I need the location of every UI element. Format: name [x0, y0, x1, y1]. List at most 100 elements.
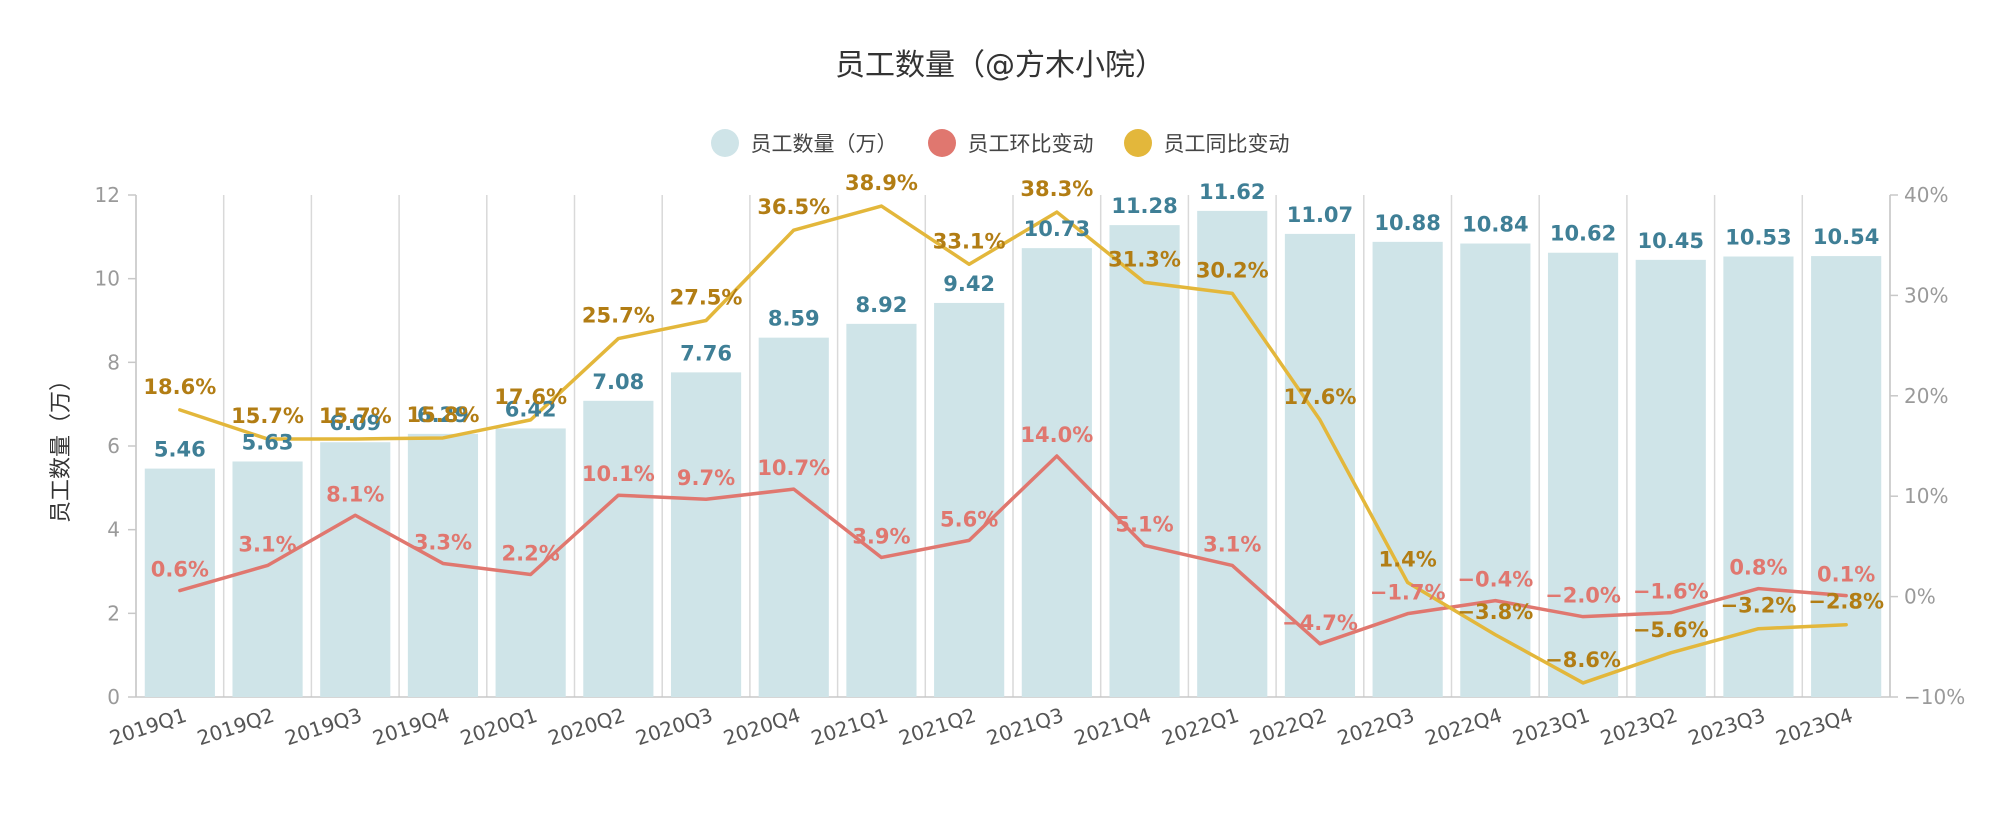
qoq-value-label: 14.0%: [1020, 423, 1093, 447]
qoq-value-label: 10.7%: [757, 456, 830, 480]
x-tick-label: 2022Q4: [1422, 703, 1505, 750]
yoy-value-label: 38.3%: [1020, 177, 1093, 201]
bar-value-label: 5.46: [154, 438, 206, 462]
yoy-value-label: 15.7%: [319, 404, 392, 428]
legend-label-qoq: 员工环比变动: [967, 132, 1094, 156]
qoq-line: [178, 454, 1848, 646]
yoy-value-label: −8.6%: [1545, 648, 1621, 672]
yoy-value-label: 1.4%: [1379, 548, 1437, 572]
yoy-line: [178, 204, 1848, 685]
qoq-value-label: 3.9%: [852, 524, 910, 548]
legend: 员工数量（万） 员工环比变动 员工同比变动: [0, 128, 2000, 158]
bar: [670, 372, 742, 697]
bar: [1109, 225, 1180, 697]
qoq-value-label: 5.1%: [1115, 512, 1173, 536]
bar-value-label: 10.53: [1725, 225, 1791, 249]
y2-tick-label: 20%: [1904, 384, 1948, 408]
yoy-value-label: 18.6%: [143, 375, 216, 399]
y-tick-label: 4: [107, 518, 120, 542]
legend-marker-qoq: [927, 129, 956, 157]
x-tick-label: 2020Q4: [720, 703, 803, 750]
bar-value-label: 11.62: [1199, 180, 1265, 204]
bar-value-label: 11.07: [1287, 203, 1353, 227]
bar-value-label: 7.08: [592, 370, 644, 394]
y-tick-label: 10: [95, 267, 120, 291]
yoy-value-label: 38.9%: [845, 171, 918, 195]
bar-value-label: 9.42: [943, 272, 995, 296]
x-tick-label: 2020Q3: [633, 703, 716, 750]
y-tick-label: 12: [95, 183, 120, 207]
yoy-value-label: 33.1%: [933, 229, 1006, 253]
yoy-value-label: 36.5%: [757, 195, 830, 219]
yoy-value-label: 17.6%: [494, 385, 567, 409]
x-tick-label: 2021Q4: [1071, 703, 1154, 750]
bar-value-label: 10.88: [1374, 211, 1440, 235]
qoq-value-label: 2.2%: [502, 542, 560, 566]
bar-value-label: 10.62: [1550, 222, 1616, 246]
y-tick-label: 2: [107, 601, 120, 625]
bar-value-label: 10.45: [1638, 229, 1704, 253]
x-tick-label: 2019Q3: [282, 703, 365, 750]
qoq-value-label: −0.4%: [1457, 568, 1533, 592]
bar-value-label: 8.59: [768, 307, 820, 331]
bar: [846, 323, 917, 697]
yoy-value-label: 31.3%: [1108, 247, 1181, 271]
bar: [758, 337, 829, 697]
qoq-value-label: 3.3%: [414, 530, 472, 554]
bar: [1547, 252, 1619, 698]
x-tick-label: 2022Q1: [1159, 703, 1242, 750]
bar: [1021, 248, 1092, 697]
x-tick-label: 2021Q1: [808, 703, 891, 750]
y-tick-label: 0: [107, 685, 120, 709]
yoy-value-label: −3.2%: [1721, 594, 1797, 618]
y2-tick-label: 40%: [1904, 183, 1948, 207]
qoq-value-label: 3.1%: [238, 532, 296, 556]
legend-item-yoy[interactable]: 员工同比变动: [1123, 128, 1290, 158]
qoq-value-label: 9.7%: [677, 466, 735, 490]
qoq-value-label: −4.7%: [1282, 611, 1358, 635]
bar: [1811, 256, 1882, 697]
yoy-value-label: 25.7%: [582, 304, 655, 328]
yoy-value-label: 15.8%: [407, 403, 480, 427]
yoy-value-label: −3.8%: [1457, 600, 1533, 624]
x-tick-label: 2020Q2: [545, 703, 628, 750]
bar: [232, 461, 303, 697]
qoq-value-label: 5.6%: [940, 507, 998, 531]
y-axis-title: 员工数量（万）: [49, 369, 74, 523]
x-tick-label: 2023Q4: [1773, 703, 1856, 750]
qoq-value-label: 8.1%: [326, 482, 384, 506]
legend-item-qoq[interactable]: 员工环比变动: [927, 128, 1094, 158]
x-tick-label: 2021Q2: [896, 703, 979, 750]
legend-label-headcount: 员工数量（万）: [750, 132, 898, 156]
bar: [583, 400, 654, 697]
y2-tick-label: −10%: [1904, 685, 1965, 709]
x-tick-label: 2021Q3: [983, 703, 1066, 750]
qoq-value-label: −1.6%: [1633, 580, 1709, 604]
yoy-value-label: −5.6%: [1633, 618, 1709, 642]
qoq-value-label: −2.0%: [1545, 584, 1621, 608]
bar: [495, 428, 566, 697]
bar-value-label: 10.84: [1462, 213, 1528, 237]
qoq-value-label: −1.7%: [1370, 581, 1446, 605]
yoy-value-label: −2.8%: [1808, 590, 1884, 614]
x-tick-label: 2022Q2: [1247, 703, 1330, 750]
bar: [320, 442, 391, 697]
bar-value-label: 6.29: [417, 403, 469, 427]
x-tick-label: 2023Q1: [1510, 703, 1593, 750]
legend-marker-yoy: [1123, 129, 1152, 157]
y2-tick-label: 10%: [1904, 484, 1948, 508]
bar: [1460, 243, 1531, 697]
bar: [1635, 259, 1706, 697]
chart-title: 员工数量（@方木小院）: [835, 48, 1165, 83]
x-tick-label: 2023Q3: [1685, 703, 1768, 750]
yoy-value-label: 30.2%: [1196, 258, 1269, 282]
bar-value-label: 6.09: [329, 411, 381, 435]
bar-value-label: 10.73: [1024, 217, 1090, 241]
legend-item-headcount[interactable]: 员工数量（万）: [710, 128, 898, 158]
x-tick-label: 2023Q2: [1597, 703, 1680, 750]
x-tick-label: 2019Q4: [370, 703, 453, 750]
bar-value-label: 10.54: [1813, 225, 1879, 249]
bar-value-label: 5.63: [242, 430, 294, 454]
